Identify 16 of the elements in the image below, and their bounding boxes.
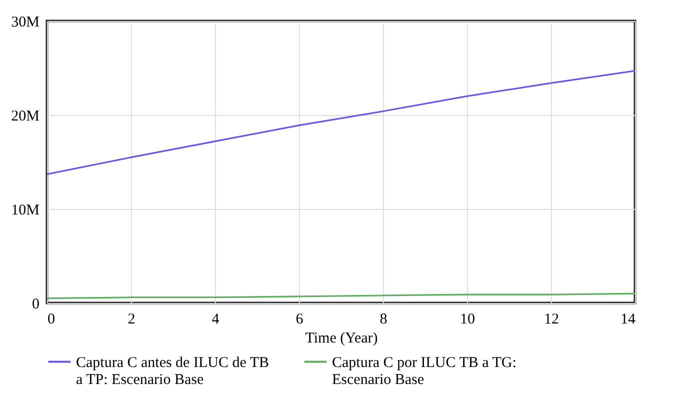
y-tick-label: 10M: [11, 202, 40, 218]
legend-label: Captura C antes de ILUC de TB a TP: Escenario Base: [76, 354, 270, 388]
y-tick-label: 30M: [11, 14, 40, 30]
y-tick-label: 0: [32, 296, 40, 312]
x-tick-label: 14: [620, 312, 636, 328]
y-tick-label: 20M: [11, 108, 40, 124]
legend-label: Captura C por ILUC TB a TG: Escenario Base: [332, 354, 516, 388]
line-series: [47, 70, 635, 176]
x-tick-label: 8: [380, 312, 388, 328]
x-axis-title: Time (Year): [305, 330, 378, 346]
x-tick-label: 10: [460, 312, 475, 328]
x-tick-label: 6: [296, 312, 304, 328]
x-tick-label: 2: [128, 312, 136, 328]
x-tick-label: 0: [48, 312, 55, 328]
x-tick-label: 4: [212, 312, 220, 328]
x-tick-label: 12: [544, 312, 559, 328]
